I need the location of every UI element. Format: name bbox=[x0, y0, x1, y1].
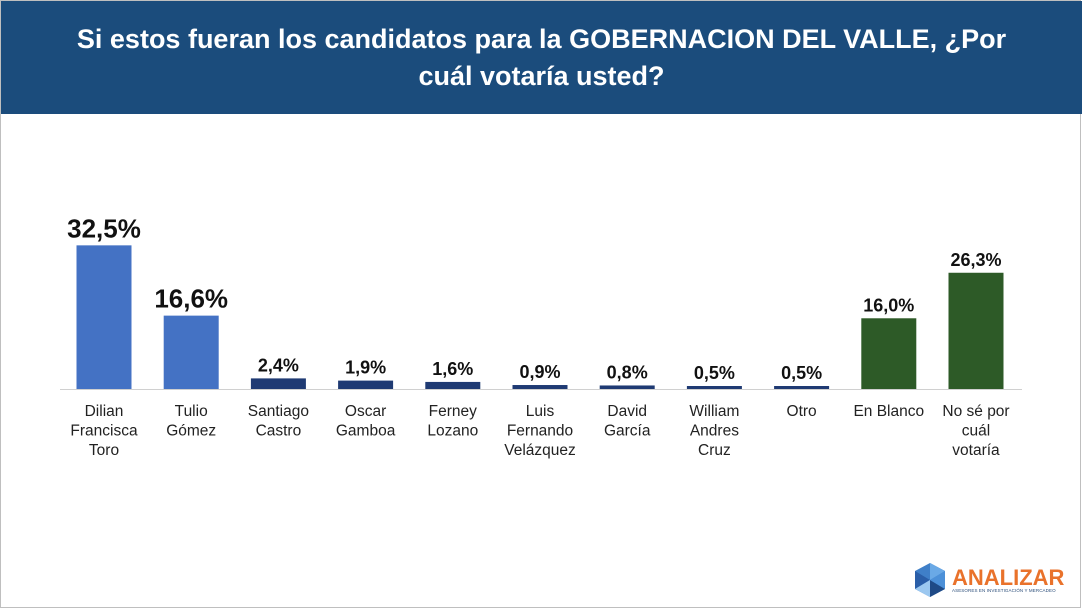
category-label-7: David García bbox=[604, 403, 651, 440]
data-label-7: 0,8% bbox=[607, 362, 648, 382]
data-label-10: 16,0% bbox=[863, 295, 914, 315]
category-label-1: Dilian Francisca Toro bbox=[70, 403, 138, 459]
bar-8 bbox=[686, 386, 742, 389]
slide-header: Si estos fueran los candidatos para la G… bbox=[1, 1, 1082, 114]
data-label-9: 0,5% bbox=[781, 363, 822, 383]
bar-3 bbox=[250, 378, 306, 389]
bar-4 bbox=[338, 380, 394, 389]
bar-1 bbox=[76, 245, 132, 389]
data-label-5: 1,6% bbox=[432, 359, 473, 379]
data-label-6: 0,9% bbox=[519, 362, 560, 382]
data-label-4: 1,9% bbox=[345, 358, 386, 378]
data-label-1: 32,5% bbox=[67, 213, 141, 243]
category-label-3: Santiago Castro bbox=[248, 403, 309, 440]
bar-10 bbox=[861, 318, 917, 389]
data-label-8: 0,5% bbox=[694, 363, 735, 383]
analizar-logo-icon bbox=[915, 563, 945, 597]
data-label-2: 16,6% bbox=[154, 284, 228, 314]
category-label-10: En Blanco bbox=[853, 403, 924, 420]
data-label-11: 26,3% bbox=[950, 250, 1001, 270]
data-label-3: 2,4% bbox=[258, 355, 299, 375]
category-label-9: Otro bbox=[787, 403, 817, 420]
brand-tagline: ASESORES EN INVESTIGACIÓN Y MERCADEO bbox=[952, 588, 1056, 593]
bar-6 bbox=[512, 385, 568, 389]
brand-name: ANALIZAR bbox=[952, 565, 1065, 590]
category-label-6: Luis Fernando Velázquez bbox=[504, 403, 576, 459]
brand-logo: ANALIZAR ASESORES EN INVESTIGACIÓN Y MER… bbox=[912, 562, 1065, 598]
category-label-2: Tulio Gómez bbox=[166, 403, 216, 440]
category-label-11: No sé por cuál votaría bbox=[942, 403, 1009, 459]
page-title: Si estos fueran los candidatos para la G… bbox=[76, 23, 1007, 91]
bar-9 bbox=[774, 386, 830, 389]
category-label-4: Oscar Gamboa bbox=[336, 403, 396, 440]
bar-11 bbox=[948, 272, 1004, 389]
bar-2 bbox=[163, 315, 219, 389]
category-label-8: William Andres Cruz bbox=[689, 403, 739, 459]
bar-5 bbox=[425, 381, 481, 389]
bar-7 bbox=[599, 385, 655, 389]
category-label-5: Ferney Lozano bbox=[427, 403, 478, 440]
